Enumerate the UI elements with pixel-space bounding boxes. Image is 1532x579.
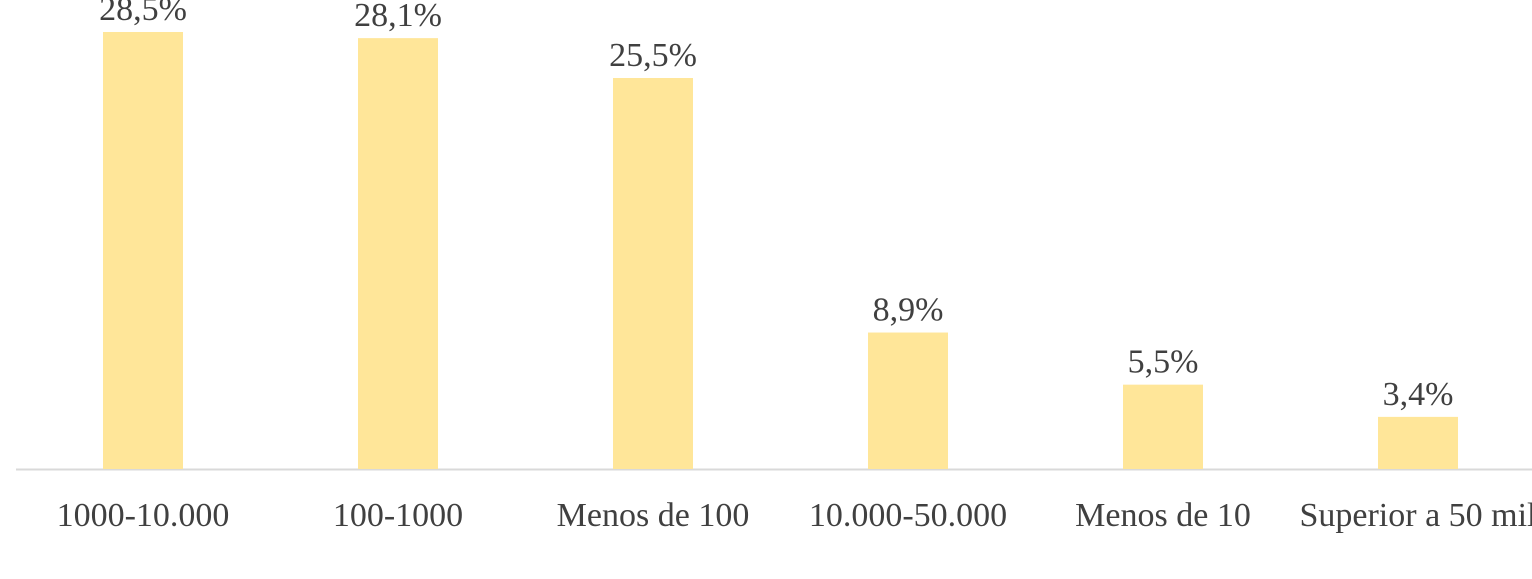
x-tick-label: Menos de 10 (1075, 497, 1251, 534)
x-tick-label: 100-1000 (332, 497, 464, 534)
data-label: 8,9% (873, 292, 944, 329)
bar (1123, 384, 1203, 469)
x-tick-label: 10.000-50.000 (808, 497, 1008, 534)
x-tick-label: Menos de 100 (556, 497, 750, 534)
data-label: 28,1% (354, 0, 442, 34)
data-label: 3,4% (1383, 376, 1454, 413)
data-label: 28,5% (99, 0, 187, 28)
bar (613, 78, 693, 469)
bar (358, 38, 438, 470)
data-label: 5,5% (1128, 344, 1199, 381)
bar (1378, 416, 1458, 469)
data-label: 25,5% (609, 37, 697, 74)
x-tick-label: 1000-10.000 (56, 497, 230, 534)
bar (103, 32, 183, 469)
x-tick-label: Superior a 50 mil (1299, 497, 1532, 534)
bar (868, 332, 948, 469)
